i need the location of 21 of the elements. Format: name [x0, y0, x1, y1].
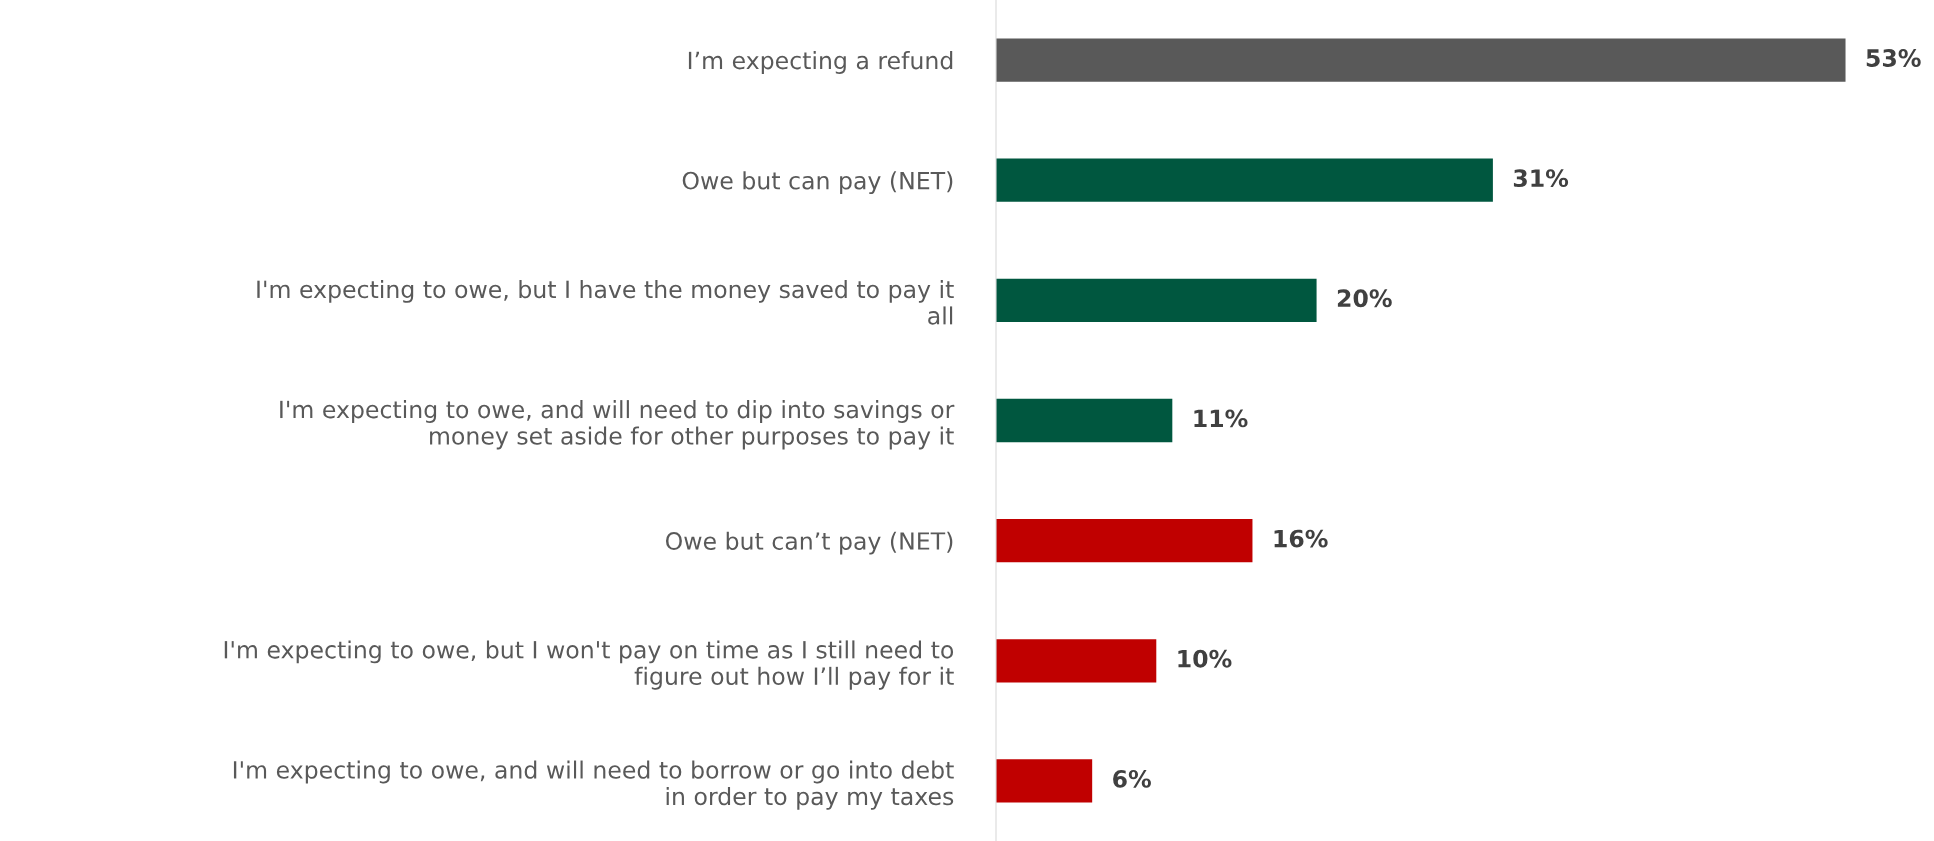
data-label: 31%	[1513, 169, 1569, 188]
bar	[996, 158, 1493, 202]
data-label: 53%	[1866, 49, 1921, 67]
bar	[996, 519, 1253, 563]
data-label: 20%	[1337, 289, 1392, 308]
data-label: 6%	[1113, 769, 1151, 788]
data-label: 10%	[1178, 649, 1232, 668]
y-tick-label: I'm expecting to owe, and will need to borrow or go into debt in order to pay my taxes	[233, 760, 954, 810]
data-label: 11%	[1194, 409, 1248, 428]
bar	[996, 38, 1846, 82]
y-tick-label: Owe but can’t pay (NET)	[665, 531, 953, 555]
y-tick-label: Owe but can pay (NET)	[682, 171, 953, 195]
y-tick-label: I’m expecting a refund	[688, 51, 953, 74]
bar	[996, 398, 1173, 443]
bar	[996, 278, 1317, 322]
data-label: 16%	[1274, 529, 1328, 548]
y-tick-label: I'm expecting to owe, but I won't pay on time as I still need to figure out how I’ll pay for it	[224, 640, 954, 690]
y-tick-label: I'm expecting to owe, but I have the money saved to pay it all	[257, 279, 954, 325]
bar	[996, 759, 1093, 803]
y-tick-label: I'm expecting to owe, and will need to dip into savings or money set aside for other purposes to pay it	[280, 400, 955, 450]
bar	[996, 639, 1157, 683]
